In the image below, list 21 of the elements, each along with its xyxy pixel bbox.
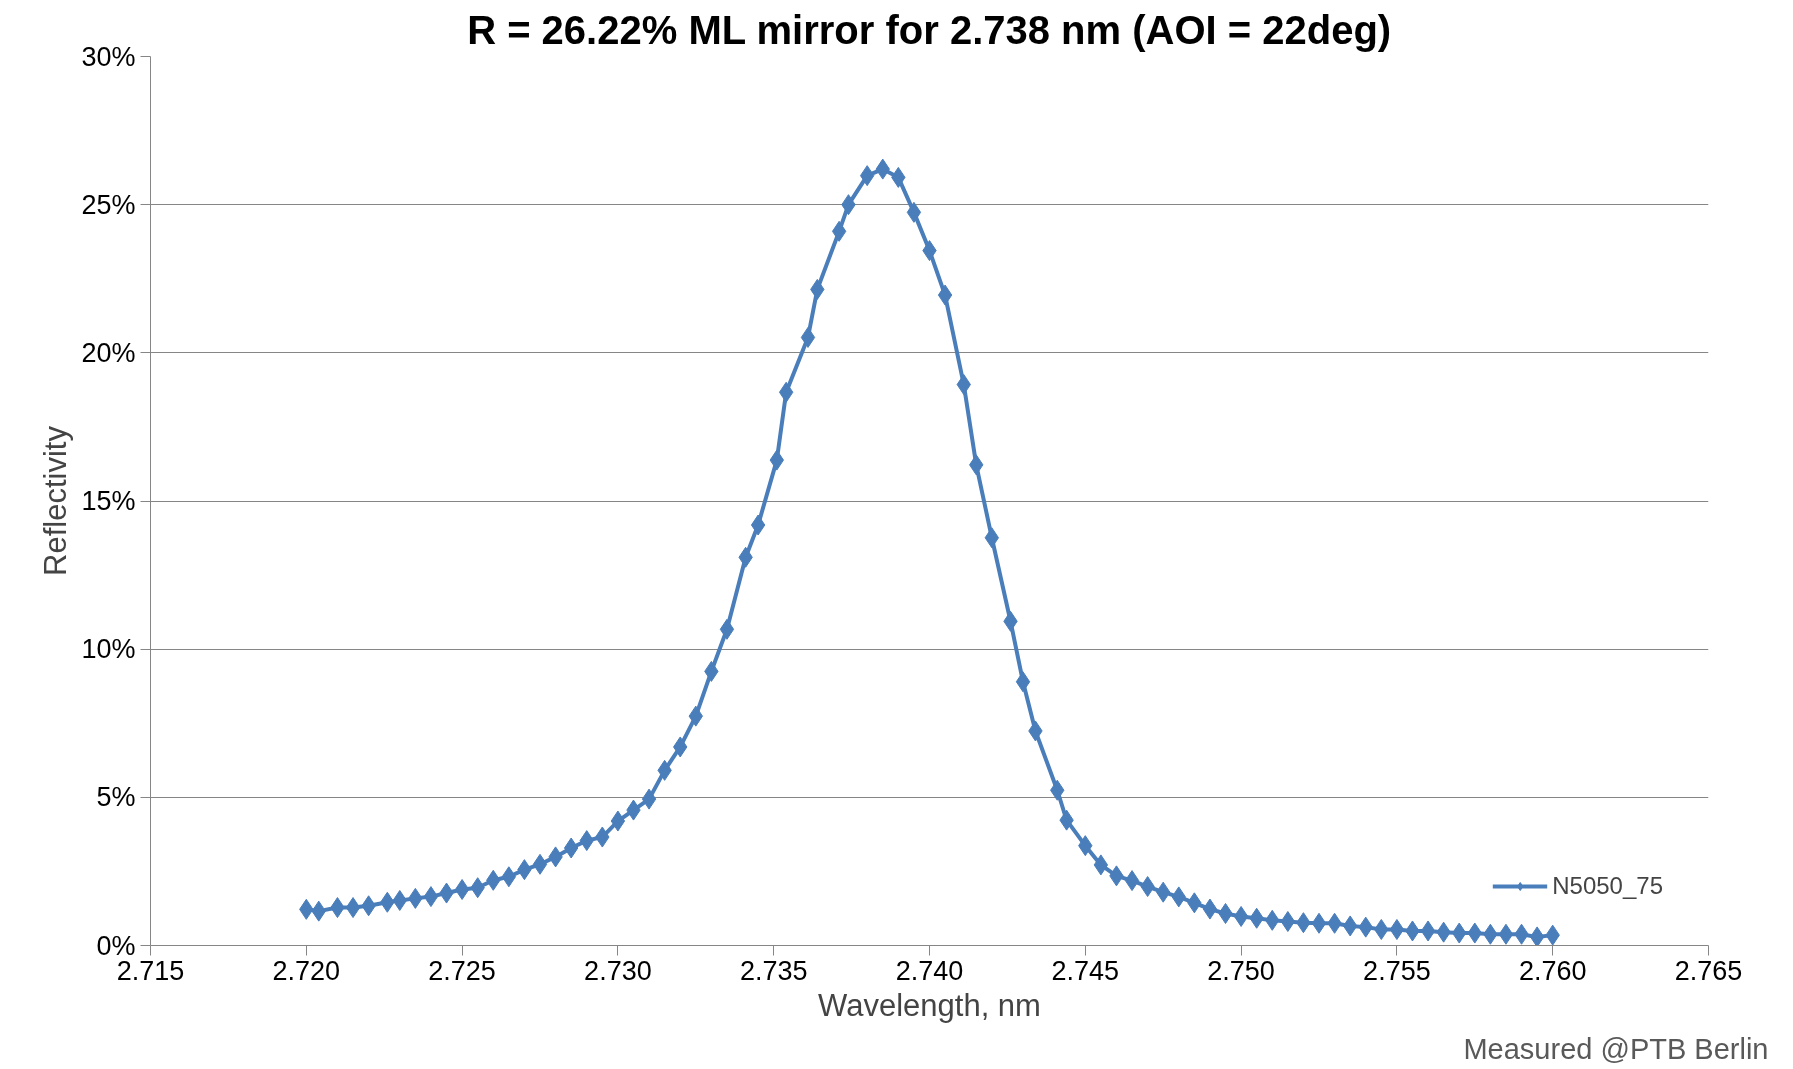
x-tick-label: 2.750 xyxy=(1207,955,1275,986)
y-axis-title: Reflectivity xyxy=(38,425,74,576)
x-tick-label: 2.720 xyxy=(272,955,341,986)
y-tick-label: 5% xyxy=(96,782,136,813)
x-tick-label: 2.755 xyxy=(1363,955,1431,986)
x-tick-label: 2.745 xyxy=(1051,955,1120,986)
x-tick-label: 2.760 xyxy=(1518,955,1587,986)
x-tick-label: 2.765 xyxy=(1674,955,1743,986)
x-tick-label: 2.730 xyxy=(584,955,652,986)
y-tick-label: 30% xyxy=(81,41,136,72)
x-tick-label: 2.725 xyxy=(428,955,496,986)
y-tick-label: 10% xyxy=(81,634,136,665)
x-tick-label: 2.740 xyxy=(895,955,964,986)
y-tick-label: 15% xyxy=(81,486,136,516)
text: Measured @PTB Berlin xyxy=(1463,1032,1769,1065)
y-tick-label: 20% xyxy=(81,337,136,368)
x-tick-label: 2.735 xyxy=(739,955,808,986)
y-tick-label: 25% xyxy=(81,189,136,220)
chart-title: R = 26.22% ML mirror for 2.738 nm (AOI = 22deg) xyxy=(467,7,1392,52)
x-axis-title: Wavelength, nm xyxy=(818,987,1041,1023)
legend-label: N5050_75 xyxy=(1552,872,1663,900)
